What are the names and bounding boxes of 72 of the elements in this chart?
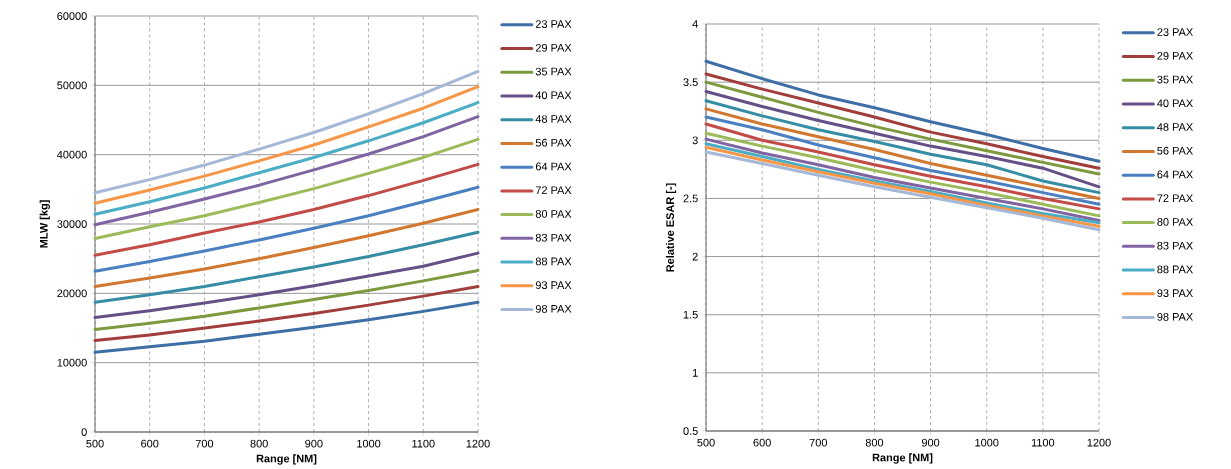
legend-label: 98 PAX (1157, 312, 1193, 321)
legend-label: 48 PAX (535, 115, 572, 123)
legend-label: 64 PAX (1157, 170, 1193, 179)
line-series (93, 162, 480, 257)
x-tick-label: 600 (141, 439, 159, 448)
x-tick-label: 1200 (1087, 438, 1111, 447)
y-tick-label: 50000 (57, 81, 87, 90)
x-axis-title: Range [NM] (872, 453, 933, 464)
x-tick-label: 1100 (1031, 438, 1055, 447)
x-tick-label: 1000 (357, 439, 381, 448)
y-tick-label: 0.5 (683, 427, 698, 435)
legend-label: 83 PAX (535, 233, 572, 242)
x-tick-label: 900 (921, 438, 940, 447)
legend-label: 23 PAX (1157, 28, 1193, 36)
legend-label: 80 PAX (535, 210, 572, 218)
x-tick-label: 800 (250, 439, 268, 448)
line-series (93, 115, 480, 227)
legend-label: 56 PAX (1157, 146, 1193, 155)
x-tick-label: 700 (809, 438, 827, 447)
x-tick-label: 800 (865, 438, 884, 447)
y-tick-label: 2.5 (683, 194, 698, 203)
line-series (93, 207, 480, 288)
line-series (93, 230, 480, 304)
line-series (93, 185, 480, 273)
x-tick-label: 500 (86, 439, 104, 448)
line-series (93, 69, 480, 195)
legend-label: 98 PAX (535, 304, 572, 313)
y-tick-label: 3.5 (683, 78, 698, 87)
legend-label: 93 PAX (535, 281, 572, 289)
legend-label: 93 PAX (1157, 289, 1193, 297)
legend-label: 88 PAX (535, 257, 572, 266)
legend-label: 23 PAX (535, 20, 572, 28)
legend-label: 56 PAX (535, 138, 572, 147)
legend-label: 64 PAX (535, 162, 572, 171)
y-tick-label: 20000 (57, 289, 87, 298)
y-tick-label: 4 (692, 20, 698, 28)
x-tick-label: 1000 (975, 438, 999, 447)
line-series (93, 101, 480, 216)
line-series (704, 89, 1101, 189)
legend-label: 72 PAX (535, 186, 572, 194)
legend-label: 88 PAX (1157, 265, 1193, 274)
legend-label: 83 PAX (1157, 241, 1193, 250)
y-tick-label: 60000 (57, 12, 87, 20)
x-tick-label: 900 (305, 439, 323, 448)
legend-label: 40 PAX (535, 91, 572, 100)
x-tick-label: 1100 (412, 439, 435, 448)
legend-label: 29 PAX (1157, 51, 1193, 60)
y-tick-label: 1.5 (683, 310, 698, 319)
legend-label: 29 PAX (535, 43, 572, 52)
legend-label: 35 PAX (1157, 75, 1193, 84)
x-tick-label: 500 (697, 438, 715, 447)
y-tick-label: 10000 (57, 358, 87, 367)
y-tick-label: 2 (692, 252, 698, 261)
x-tick-label: 600 (753, 438, 771, 447)
y-tick-label: 40000 (57, 150, 87, 159)
x-tick-label: 1200 (466, 439, 490, 448)
legend-label: 80 PAX (1157, 218, 1193, 226)
legend-label: 48 PAX (1157, 123, 1193, 131)
y-axis-title: Relative ESAR [-] (665, 183, 677, 272)
line-series (93, 137, 480, 241)
legend-label: 40 PAX (1157, 99, 1193, 108)
line-series (704, 59, 1101, 163)
y-tick-label: 30000 (57, 220, 87, 228)
y-axis-title: MLW [kg] (39, 200, 50, 248)
y-tick-label: 0 (81, 428, 87, 436)
y-tick-label: 3 (692, 136, 698, 145)
y-tick-label: 1 (692, 369, 698, 377)
legend-label: 72 PAX (1157, 194, 1193, 202)
x-axis-title: Range [NM] (256, 454, 317, 465)
x-tick-label: 700 (195, 439, 214, 448)
line-series (93, 85, 480, 205)
legend-label: 35 PAX (535, 67, 572, 76)
